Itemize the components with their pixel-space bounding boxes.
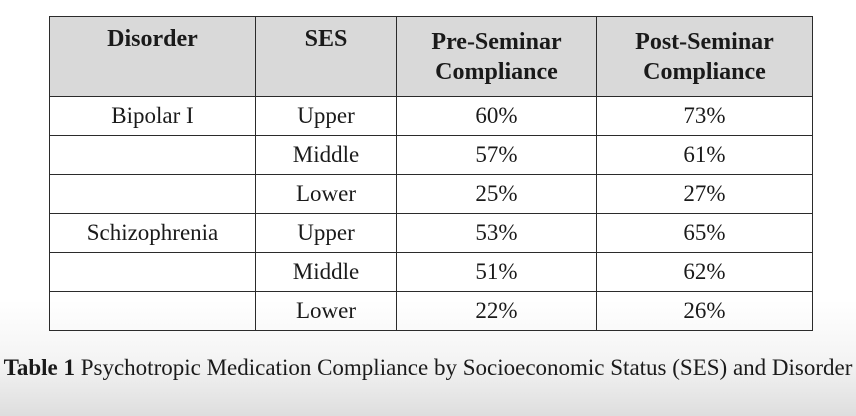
cell-post-compliance: 26% [596,291,813,331]
header-ses: SES [255,16,397,97]
cell-disorder [49,135,256,175]
header-post-seminar: Post-Seminar Compliance [596,16,813,97]
cell-post-compliance: 62% [596,252,813,292]
caption-label: Table 1 [3,355,75,380]
cell-ses: Upper [255,96,397,136]
cell-pre-compliance: 22% [396,291,597,331]
cell-disorder [49,252,256,292]
cell-post-compliance: 61% [596,135,813,175]
cell-pre-compliance: 51% [396,252,597,292]
table-row: Lower 22% 26% [49,291,813,331]
caption-text: Psychotropic Medication Compliance by So… [80,355,853,380]
cell-ses: Middle [255,252,397,292]
cell-ses: Middle [255,135,397,175]
table-body: Bipolar I Upper 60% 73% Middle 57% 61% L… [49,96,813,331]
cell-ses: Lower [255,291,397,331]
compliance-table-container: Disorder SES Pre-Seminar Compliance Post… [49,16,813,331]
cell-pre-compliance: 25% [396,174,597,214]
cell-disorder: Bipolar I [49,96,256,136]
cell-post-compliance: 73% [596,96,813,136]
cell-post-compliance: 27% [596,174,813,214]
header-disorder: Disorder [49,16,256,97]
header-pre-seminar: Pre-Seminar Compliance [396,16,597,97]
table-row: Schizophrenia Upper 53% 65% [49,213,813,253]
cell-disorder [49,291,256,331]
table-row: Middle 51% 62% [49,252,813,292]
table-header: Disorder SES Pre-Seminar Compliance Post… [49,16,813,97]
cell-pre-compliance: 60% [396,96,597,136]
compliance-table: Disorder SES Pre-Seminar Compliance Post… [49,16,813,331]
table-row: Middle 57% 61% [49,135,813,175]
header-post-line2: Compliance [643,58,766,85]
header-post-line1: Post-Seminar [635,28,774,55]
table-caption: Table 1 Psychotropic Medication Complian… [0,348,856,388]
cell-pre-compliance: 53% [396,213,597,253]
table-row: Bipolar I Upper 60% 73% [49,96,813,136]
header-row: Disorder SES Pre-Seminar Compliance Post… [49,16,813,97]
cell-pre-compliance: 57% [396,135,597,175]
header-pre-line1: Pre-Seminar [431,28,562,55]
cell-ses: Upper [255,213,397,253]
header-pre-line2: Compliance [435,58,558,85]
cell-disorder: Schizophrenia [49,213,256,253]
table-row: Lower 25% 27% [49,174,813,214]
cell-ses: Lower [255,174,397,214]
cell-post-compliance: 65% [596,213,813,253]
cell-disorder [49,174,256,214]
